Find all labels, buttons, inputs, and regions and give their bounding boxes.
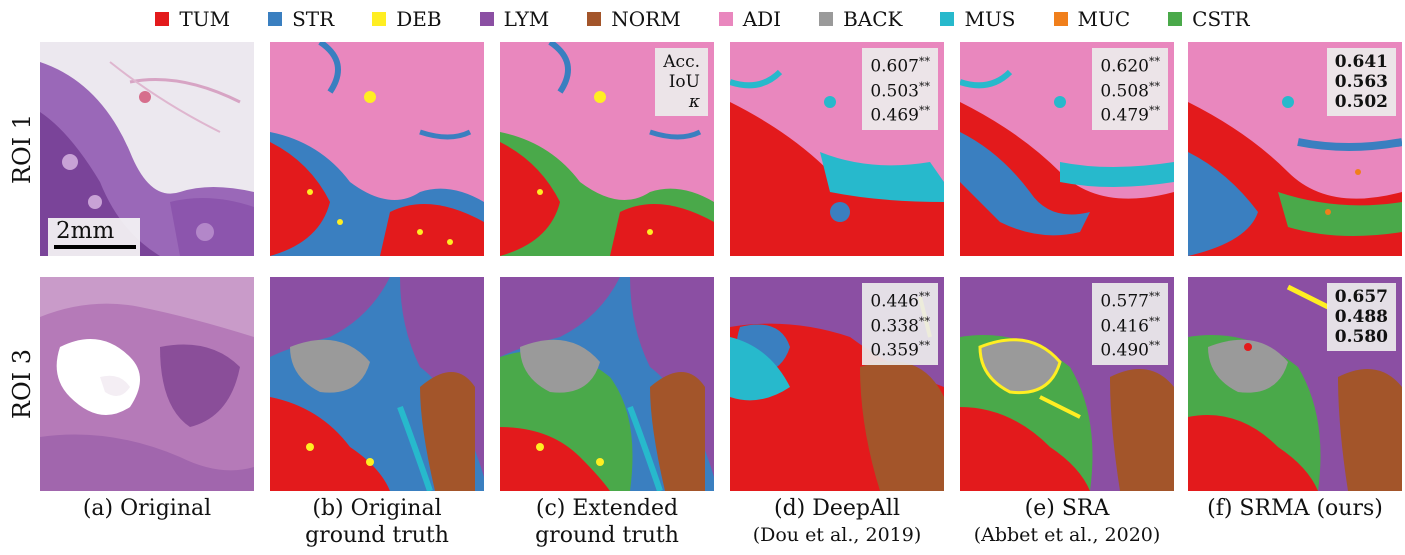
kappa-score: 0.359 [870,340,919,361]
kappa-score: 0.580 [1334,327,1388,347]
srma-roi3: 0.657 0.488 0.580 [1188,277,1402,491]
accuracy-score: 0.446 [870,291,919,312]
original-image-roi3 [40,277,254,491]
legend-swatch [718,12,733,26]
accuracy-score: 0.620 [1100,56,1149,77]
srma-roi1: 0.641 0.563 0.502 [1188,42,1402,256]
legend-label: ADI [742,7,782,31]
legend-swatch [819,12,834,26]
score-box: 0.657 0.488 0.580 [1326,283,1396,351]
legend-label: NORM [611,7,681,31]
iou-score: 0.338 [870,316,919,337]
legend-item-back: BACK [819,6,902,32]
accuracy-score: 0.577 [1100,291,1149,312]
extended-gt-roi1: Acc. IoU κ [500,42,714,256]
legend-item-mus: MUS [940,6,1016,32]
legend-label: MUC [1077,7,1131,31]
legend-label: LYM [503,7,550,31]
deepall-roi1: 0.607** 0.503** 0.469** [730,42,944,256]
score-box: 0.577** 0.416** 0.490** [1092,283,1168,365]
iou-score: 0.563 [1334,72,1388,92]
iou-score: 0.488 [1334,307,1388,327]
legend-swatch [587,12,602,26]
legend-item-norm: NORM [587,6,681,32]
caption-deepall: (d) DeepAll (Dou et al., 2019) [752,496,922,546]
score-box: 0.607** 0.503** 0.469** [862,48,938,130]
original-gt-roi1 [270,42,484,256]
legend-label: DEB [396,7,442,31]
legend-label: STR [292,7,335,31]
legend-label: TUM [179,7,231,31]
row-label-roi3: ROI 3 [8,348,36,420]
iou-score: 0.503 [870,81,919,102]
legend-swatch [155,12,170,26]
legend-swatch [1168,12,1183,26]
iou-score: 0.416 [1100,316,1149,337]
legend-label: CSTR [1192,7,1250,31]
metric-legend-box: Acc. IoU κ [655,48,708,116]
sra-roi1: 0.620** 0.508** 0.479** [960,42,1174,256]
extended-gt-roi3 [500,277,714,491]
legend-item-str: STR [268,6,334,32]
accuracy-score: 0.641 [1334,52,1388,72]
original-image-roi1: 2mm [40,42,254,256]
row-label-roi1: ROI 1 [8,113,36,185]
legend-swatch [268,12,283,26]
kappa-score: 0.469 [870,105,919,126]
caption-extended-gt: (c) Extended ground truth [535,496,679,548]
caption-original-gt: (b) Original ground truth [305,496,449,548]
kappa-score: 0.502 [1334,92,1388,112]
legend-item-cstr: CSTR [1168,6,1250,32]
legend-label: BACK [843,7,903,31]
accuracy-score: 0.607 [870,56,919,77]
accuracy-score: 0.657 [1334,287,1388,307]
legend-label: MUS [964,7,1016,31]
legend-item-tum: TUM [155,6,230,32]
score-box: 0.446** 0.338** 0.359** [862,283,938,365]
kappa-score: 0.490 [1100,340,1149,361]
legend-item-adi: ADI [718,6,782,32]
legend-swatch [940,12,955,26]
sra-roi3: 0.577** 0.416** 0.490** [960,277,1174,491]
caption-sra: (e) SRA (Abbet et al., 2020) [973,496,1161,546]
original-gt-roi3 [270,277,484,491]
deepall-roi3: 0.446** 0.338** 0.359** [730,277,944,491]
score-box: 0.620** 0.508** 0.479** [1092,48,1168,130]
legend-swatch [479,12,494,26]
legend-item-lym: LYM [479,6,550,32]
legend-item-deb: DEB [372,6,442,32]
kappa-score: 0.479 [1100,105,1149,126]
score-box: 0.641 0.563 0.502 [1326,48,1396,116]
caption-srma: (f) SRMA (ours) [1207,496,1383,521]
scale-bar: 2mm [48,218,140,256]
iou-score: 0.508 [1100,81,1149,102]
legend-swatch [1053,12,1068,26]
caption-original: (a) Original [82,496,212,521]
legend-swatch [372,12,387,26]
legend-item-muc: MUC [1053,6,1131,32]
class-legend: TUM STR DEB LYM NORM ADI BACK MUS MUC CS… [0,6,1405,32]
